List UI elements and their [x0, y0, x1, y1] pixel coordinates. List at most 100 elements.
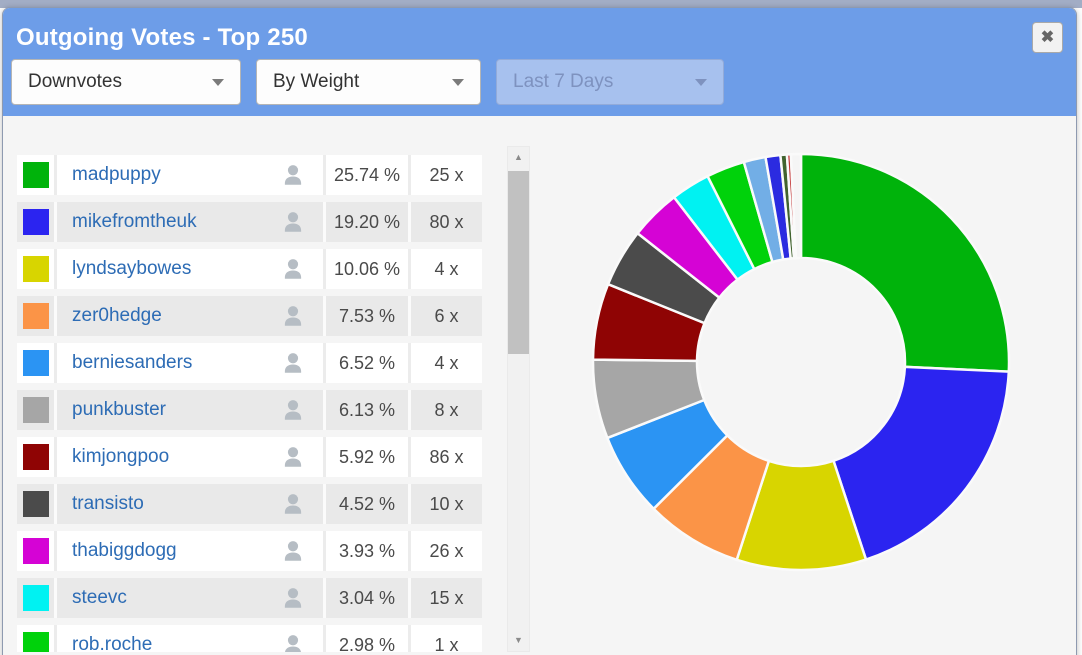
username-link[interactable]: kimjongpoo: [72, 446, 170, 467]
count-cell: 86 x: [408, 437, 482, 477]
name-cell: zer0hedge: [54, 296, 323, 336]
color-cell: [17, 578, 54, 618]
name-cell: thabiggdogg: [54, 531, 323, 571]
user-profile-icon[interactable]: [280, 350, 306, 376]
user-color-swatch: [22, 632, 49, 652]
vote-type-dropdown[interactable]: Downvotes: [11, 59, 241, 105]
username-link[interactable]: steevc: [72, 587, 127, 608]
dialog-title: Outgoing Votes - Top 250: [16, 24, 308, 51]
count-cell: 1 x: [408, 625, 482, 652]
percent-cell: 2.98 %: [323, 625, 408, 652]
color-cell: [17, 155, 54, 195]
color-cell: [17, 484, 54, 524]
votes-donut-chart[interactable]: [584, 145, 1018, 579]
count-cell: 15 x: [408, 578, 482, 618]
donut-slice-mikefromtheuk[interactable]: [831, 365, 1011, 562]
close-button[interactable]: ✖: [1032, 22, 1063, 53]
list-scrollbar[interactable]: ▲ ▼: [507, 146, 530, 652]
percent-cell: 7.53 %: [323, 296, 408, 336]
name-cell: steevc: [54, 578, 323, 618]
username-link[interactable]: punkbuster: [72, 399, 167, 420]
chevron-down-icon: [695, 78, 707, 86]
user-profile-icon[interactable]: [280, 209, 306, 235]
username-link[interactable]: mikefromtheuk: [72, 211, 197, 232]
user-color-swatch: [22, 162, 49, 188]
table-row: kimjongpoo 5.92 % 86 x: [17, 437, 482, 477]
user-profile-icon[interactable]: [280, 538, 306, 564]
user-profile-icon[interactable]: [280, 303, 306, 329]
user-color-swatch: [22, 538, 49, 564]
scroll-up-icon[interactable]: ▲: [514, 152, 523, 162]
table-row: steevc 3.04 % 15 x: [17, 578, 482, 618]
table-row: thabiggdogg 3.93 % 26 x: [17, 531, 482, 571]
count-cell: 25 x: [408, 155, 482, 195]
color-cell: [17, 625, 54, 652]
color-cell: [17, 296, 54, 336]
name-cell: punkbuster: [54, 390, 323, 430]
donut-slice-madpuppy[interactable]: [799, 152, 1011, 373]
user-color-swatch: [22, 444, 49, 470]
username-link[interactable]: berniesanders: [72, 352, 193, 373]
name-cell: berniesanders: [54, 343, 323, 383]
percent-cell: 3.93 %: [323, 531, 408, 571]
percent-cell: 19.20 %: [323, 202, 408, 242]
period-value: Last 7 Days: [513, 71, 614, 92]
color-cell: [17, 531, 54, 571]
user-profile-icon[interactable]: [280, 444, 306, 470]
user-color-swatch: [22, 397, 49, 423]
mode-dropdown[interactable]: By Weight: [256, 59, 481, 105]
username-link[interactable]: thabiggdogg: [72, 540, 177, 561]
count-cell: 26 x: [408, 531, 482, 571]
filter-bar: Downvotes By Weight Last 7 Days: [11, 59, 724, 105]
color-cell: [17, 202, 54, 242]
count-cell: 10 x: [408, 484, 482, 524]
count-cell: 80 x: [408, 202, 482, 242]
name-cell: madpuppy: [54, 155, 323, 195]
user-color-swatch: [22, 256, 49, 282]
chevron-down-icon: [452, 78, 464, 86]
user-color-swatch: [22, 350, 49, 376]
name-cell: rob.roche: [54, 625, 323, 652]
table-row: lyndsaybowes 10.06 % 4 x: [17, 249, 482, 289]
color-cell: [17, 249, 54, 289]
color-cell: [17, 343, 54, 383]
percent-cell: 25.74 %: [323, 155, 408, 195]
user-profile-icon[interactable]: [280, 491, 306, 517]
username-link[interactable]: madpuppy: [72, 164, 161, 185]
dialog-header: Outgoing Votes - Top 250 ✖ Downvotes By …: [3, 8, 1076, 116]
table-row: zer0hedge 7.53 % 6 x: [17, 296, 482, 336]
name-cell: transisto: [54, 484, 323, 524]
user-profile-icon[interactable]: [280, 585, 306, 611]
table-row: berniesanders 6.52 % 4 x: [17, 343, 482, 383]
scroll-down-icon[interactable]: ▼: [514, 635, 523, 645]
username-link[interactable]: transisto: [72, 493, 144, 514]
percent-cell: 6.52 %: [323, 343, 408, 383]
user-profile-icon[interactable]: [280, 256, 306, 282]
user-profile-icon[interactable]: [280, 397, 306, 423]
mode-value: By Weight: [273, 71, 360, 92]
username-link[interactable]: rob.roche: [72, 634, 153, 652]
color-cell: [17, 437, 54, 477]
chevron-down-icon: [212, 78, 224, 86]
user-color-swatch: [22, 209, 49, 235]
scrollbar-thumb[interactable]: [508, 171, 529, 354]
percent-cell: 10.06 %: [323, 249, 408, 289]
username-link[interactable]: zer0hedge: [72, 305, 162, 326]
percent-cell: 5.92 %: [323, 437, 408, 477]
outgoing-votes-dialog: Outgoing Votes - Top 250 ✖ Downvotes By …: [2, 7, 1077, 655]
percent-cell: 6.13 %: [323, 390, 408, 430]
count-cell: 8 x: [408, 390, 482, 430]
close-icon: ✖: [1040, 29, 1055, 46]
donut-slice-remainder[interactable]: [789, 152, 803, 260]
user-color-swatch: [22, 585, 49, 611]
vote-type-value: Downvotes: [28, 71, 122, 92]
count-cell: 4 x: [408, 343, 482, 383]
user-profile-icon[interactable]: [280, 162, 306, 188]
username-link[interactable]: lyndsaybowes: [72, 258, 192, 279]
period-dropdown: Last 7 Days: [496, 59, 724, 105]
count-cell: 6 x: [408, 296, 482, 336]
color-cell: [17, 390, 54, 430]
user-profile-icon[interactable]: [280, 632, 306, 652]
name-cell: lyndsaybowes: [54, 249, 323, 289]
